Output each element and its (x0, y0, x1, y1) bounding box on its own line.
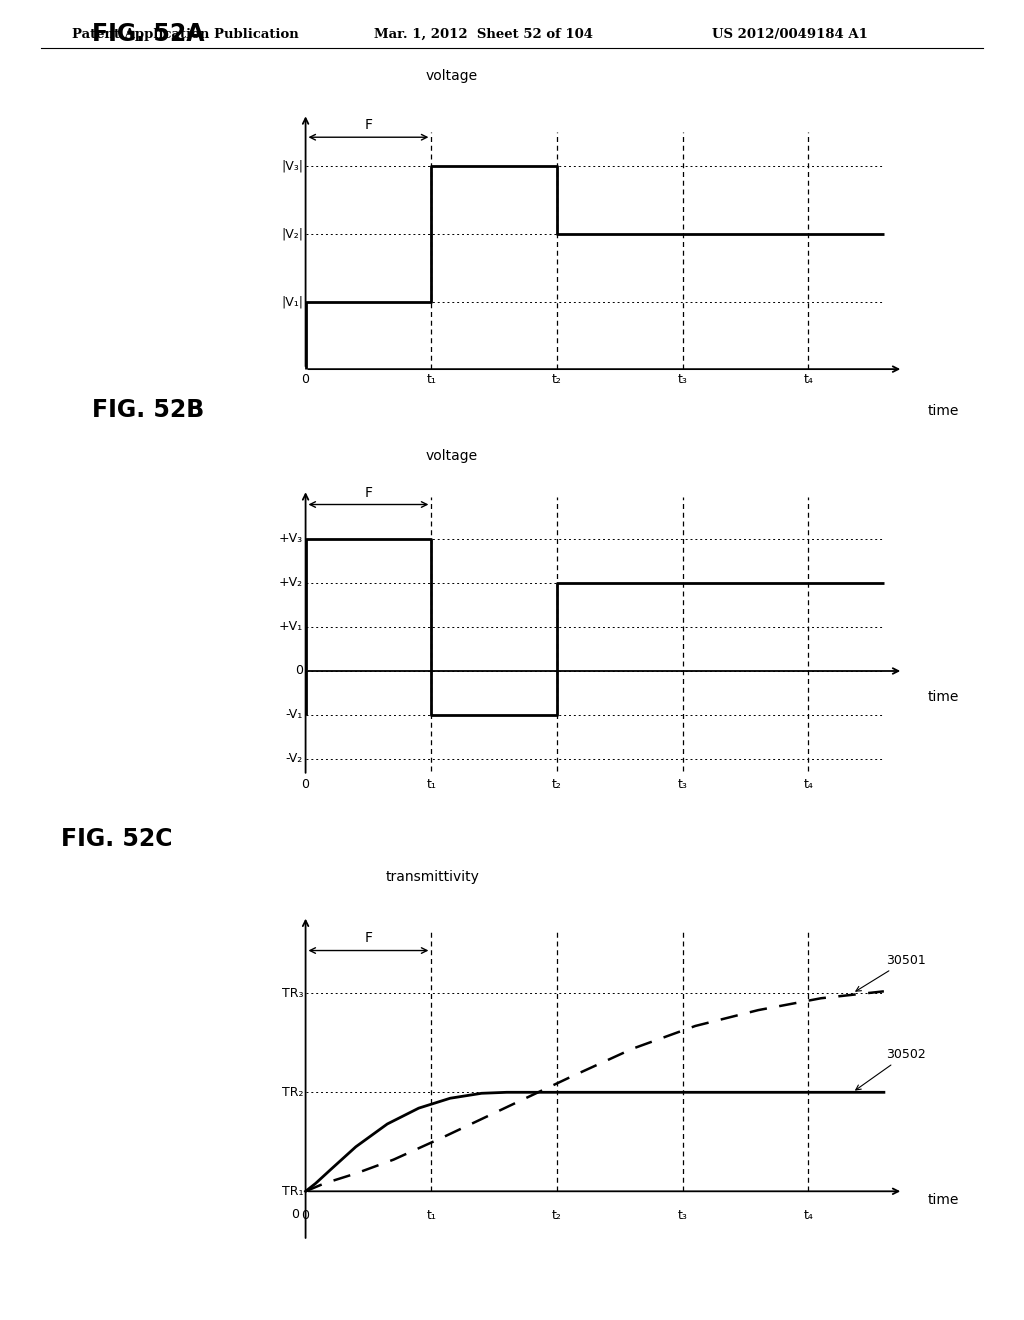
Text: 0: 0 (302, 1209, 309, 1222)
Text: t₁: t₁ (426, 1209, 436, 1222)
Text: t₄: t₄ (804, 1209, 813, 1222)
Text: F: F (365, 486, 373, 500)
Text: TR₁: TR₁ (282, 1185, 303, 1197)
Text: time: time (928, 1193, 959, 1208)
Text: voltage: voltage (426, 69, 478, 83)
Text: -V₂: -V₂ (286, 752, 303, 766)
Text: +V₃: +V₃ (279, 532, 303, 545)
Text: t₃: t₃ (678, 779, 688, 791)
Text: t₃: t₃ (678, 374, 688, 387)
Text: t₃: t₃ (678, 1209, 688, 1222)
Text: FIG. 52A: FIG. 52A (92, 22, 205, 46)
Text: t₄: t₄ (804, 374, 813, 387)
Text: +V₂: +V₂ (279, 577, 303, 590)
Text: 0: 0 (292, 1208, 300, 1221)
Text: 0: 0 (295, 664, 303, 677)
Text: F: F (365, 931, 373, 945)
Text: TR₂: TR₂ (282, 1086, 303, 1098)
Text: 30501: 30501 (856, 953, 926, 991)
Text: FIG. 52B: FIG. 52B (92, 399, 205, 422)
Text: 30502: 30502 (856, 1048, 926, 1090)
Text: |V₃|: |V₃| (281, 160, 303, 173)
Text: US 2012/0049184 A1: US 2012/0049184 A1 (712, 28, 867, 41)
Text: time: time (928, 404, 959, 417)
Text: t₄: t₄ (804, 779, 813, 791)
Text: 0: 0 (302, 779, 309, 791)
Text: Patent Application Publication: Patent Application Publication (72, 28, 298, 41)
Text: t₂: t₂ (552, 779, 562, 791)
Text: TR₃: TR₃ (282, 987, 303, 999)
Text: F: F (365, 119, 373, 132)
Text: 0: 0 (302, 374, 309, 387)
Text: |V₁|: |V₁| (281, 296, 303, 308)
Text: |V₂|: |V₂| (281, 227, 303, 240)
Text: t₂: t₂ (552, 374, 562, 387)
Text: t₂: t₂ (552, 1209, 562, 1222)
Text: -V₁: -V₁ (286, 709, 303, 722)
Text: time: time (928, 690, 959, 705)
Text: t₁: t₁ (426, 779, 436, 791)
Text: transmittivity: transmittivity (386, 870, 479, 884)
Text: +V₁: +V₁ (279, 620, 303, 634)
Text: FIG. 52C: FIG. 52C (61, 828, 173, 851)
Text: Mar. 1, 2012  Sheet 52 of 104: Mar. 1, 2012 Sheet 52 of 104 (374, 28, 593, 41)
Text: t₁: t₁ (426, 374, 436, 387)
Text: voltage: voltage (426, 449, 478, 463)
